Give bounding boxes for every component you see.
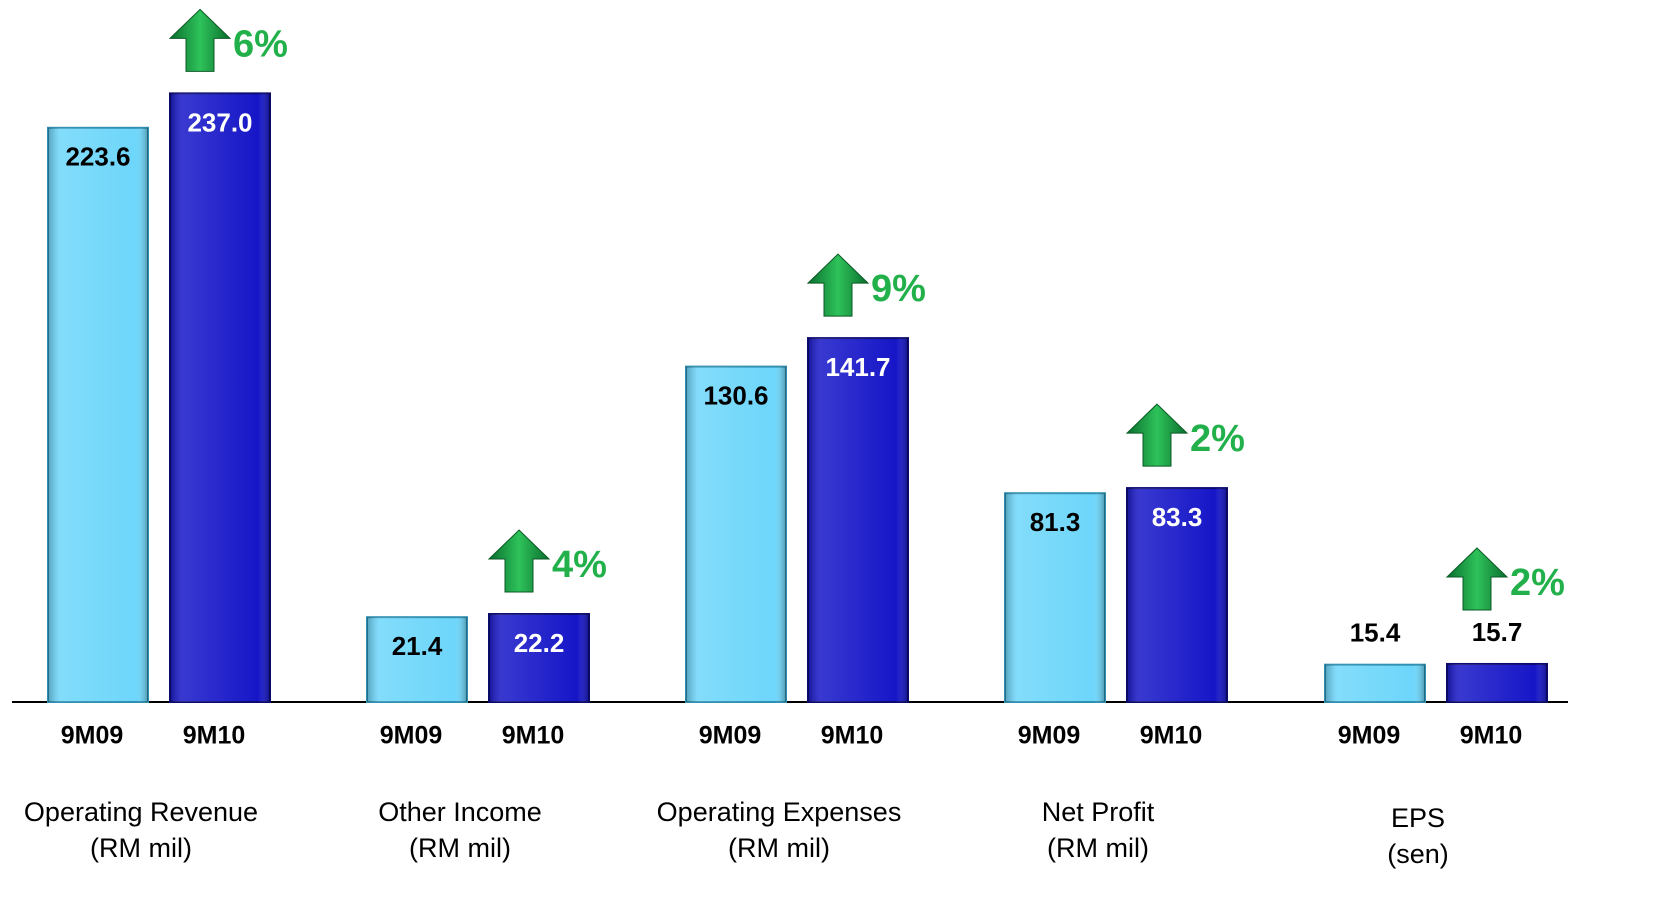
x-tick-label: 9M09 [699, 722, 762, 750]
change-label: 2% [1190, 418, 1245, 460]
value-label: 83.3 [1152, 502, 1203, 532]
value-label: 141.7 [825, 352, 890, 382]
x-tick-label: 9M09 [1018, 722, 1081, 750]
value-label: 130.6 [703, 380, 768, 410]
group-subtitle: (RM mil) [409, 833, 511, 863]
group-subtitle: (RM mil) [90, 833, 192, 863]
up-arrow [168, 8, 232, 72]
change-label: 4% [552, 544, 607, 586]
x-tick-label: 9M10 [1140, 722, 1203, 750]
value-label: 81.3 [1030, 507, 1081, 537]
value-label: 223.6 [65, 142, 130, 172]
up-arrow [1125, 403, 1189, 467]
change-label: 2% [1510, 562, 1565, 604]
bar-shade [1127, 488, 1227, 702]
bar-shade [1005, 493, 1105, 702]
x-tick-label: 9M10 [1460, 722, 1523, 750]
bar-shade [1447, 663, 1547, 702]
bar-shade [1325, 664, 1425, 702]
bar-shade [367, 617, 467, 702]
change-label: 6% [233, 23, 288, 65]
bar-shade [489, 614, 589, 702]
x-tick-label: 9M09 [380, 722, 443, 750]
x-tick-label: 9M09 [1338, 722, 1401, 750]
bar-shade [686, 366, 786, 702]
up-arrow [1445, 547, 1509, 611]
bar-shade [48, 127, 148, 703]
x-tick-label: 9M10 [502, 722, 565, 750]
value-label: 15.4 [1350, 618, 1401, 648]
x-tick-label: 9M10 [183, 722, 246, 750]
change-label: 9% [871, 268, 926, 310]
up-arrow [806, 253, 870, 317]
x-tick-label: 9M10 [821, 722, 884, 750]
x-tick-label: 9M09 [61, 722, 124, 750]
bar-shade [808, 338, 908, 702]
group-title: Other Income [378, 797, 542, 827]
group-title: Operating Revenue [24, 797, 258, 827]
group-subtitle: (RM mil) [728, 833, 830, 863]
value-label: 22.2 [514, 628, 565, 658]
group-subtitle: (sen) [1387, 839, 1449, 869]
group-subtitle: (RM mil) [1047, 833, 1149, 863]
group-title: Operating Expenses [657, 797, 902, 827]
value-label: 21.4 [392, 631, 443, 661]
group-title: EPS [1391, 803, 1445, 833]
value-label: 15.7 [1472, 617, 1523, 647]
bar-shade [170, 93, 270, 702]
up-arrow [487, 529, 551, 593]
group-title: Net Profit [1042, 797, 1155, 827]
value-label: 237.0 [187, 107, 252, 137]
